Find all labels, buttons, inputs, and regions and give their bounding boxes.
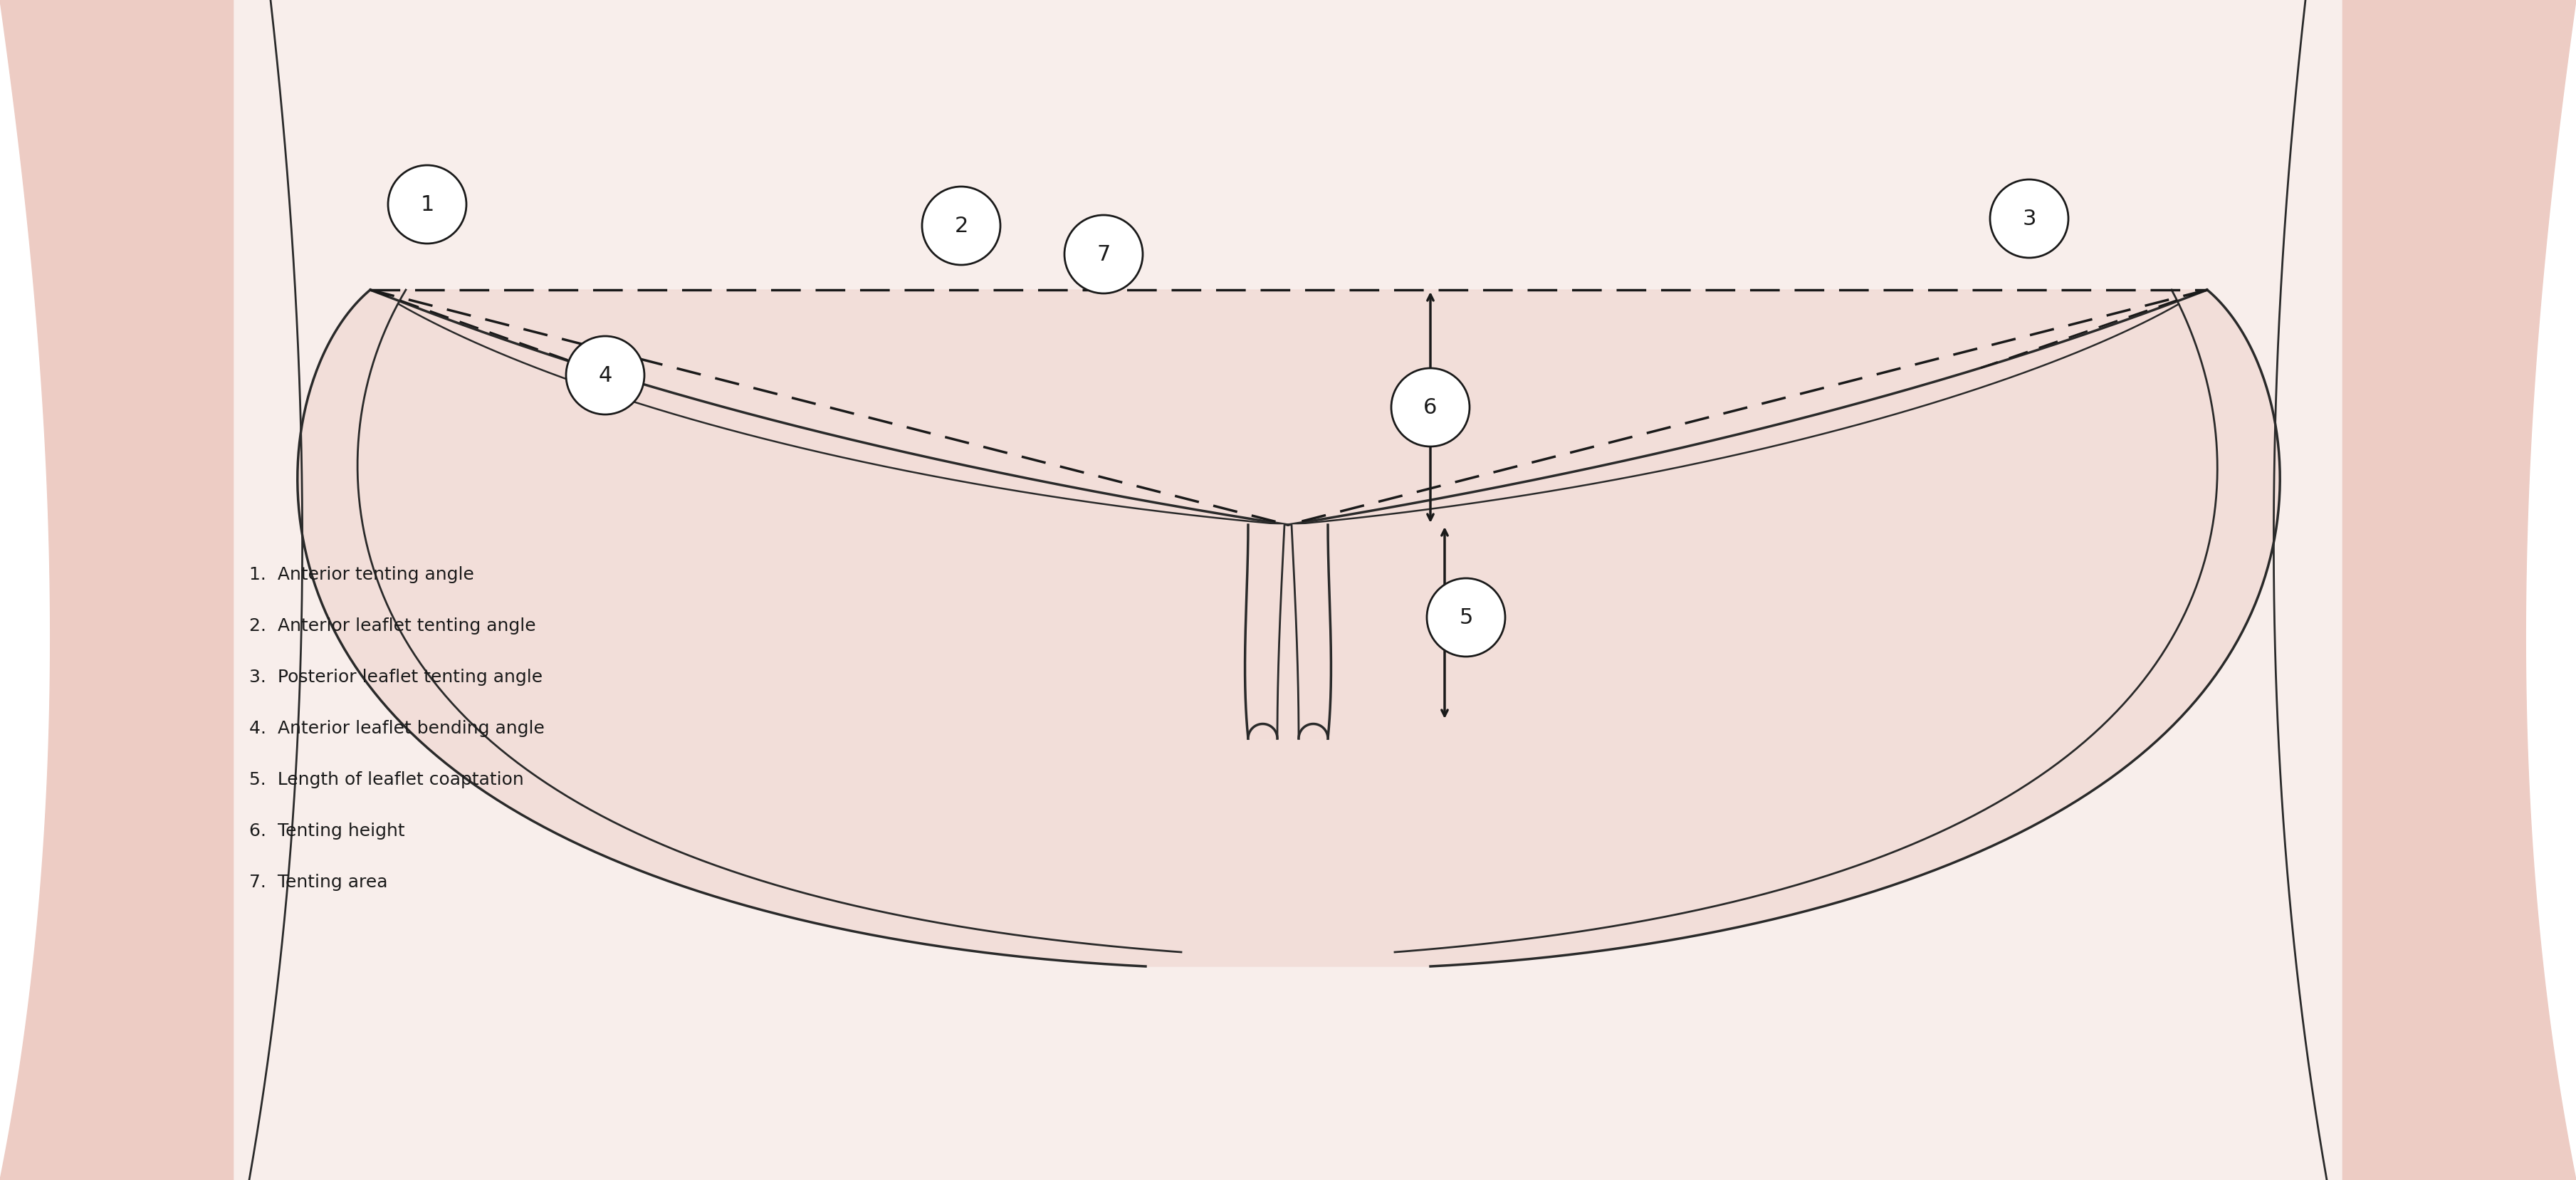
Polygon shape	[1288, 290, 2208, 525]
Circle shape	[389, 165, 466, 243]
Text: 1: 1	[420, 194, 435, 215]
Circle shape	[1064, 215, 1144, 294]
Polygon shape	[2275, 0, 2576, 1180]
Text: 6.  Tenting height: 6. Tenting height	[250, 822, 404, 840]
Polygon shape	[371, 290, 1288, 525]
Circle shape	[1427, 578, 1504, 656]
Circle shape	[1991, 179, 2069, 257]
Text: 5: 5	[1458, 607, 1473, 628]
Text: 5.  Length of leaflet coaptation: 5. Length of leaflet coaptation	[250, 772, 523, 788]
Polygon shape	[296, 290, 2280, 966]
Text: 7.  Tenting area: 7. Tenting area	[250, 873, 386, 891]
Polygon shape	[234, 0, 2342, 1180]
Text: 3.  Posterior leaflet tenting angle: 3. Posterior leaflet tenting angle	[250, 669, 544, 686]
Text: 2.  Anterior leaflet tenting angle: 2. Anterior leaflet tenting angle	[250, 617, 536, 635]
Polygon shape	[1298, 723, 1327, 739]
Polygon shape	[1291, 525, 1332, 739]
Circle shape	[922, 186, 999, 266]
Circle shape	[1391, 368, 1468, 446]
Text: 2: 2	[953, 216, 969, 236]
Polygon shape	[0, 0, 301, 1180]
Text: 7: 7	[1097, 244, 1110, 264]
Circle shape	[567, 336, 644, 414]
Text: 3: 3	[2022, 209, 2035, 229]
Text: 4: 4	[598, 365, 613, 386]
Text: 6: 6	[1425, 396, 1437, 418]
Polygon shape	[1249, 723, 1278, 739]
Text: 4.  Anterior leaflet bending angle: 4. Anterior leaflet bending angle	[250, 720, 544, 738]
Text: 1.  Anterior tenting angle: 1. Anterior tenting angle	[250, 566, 474, 583]
Polygon shape	[1244, 525, 1285, 739]
